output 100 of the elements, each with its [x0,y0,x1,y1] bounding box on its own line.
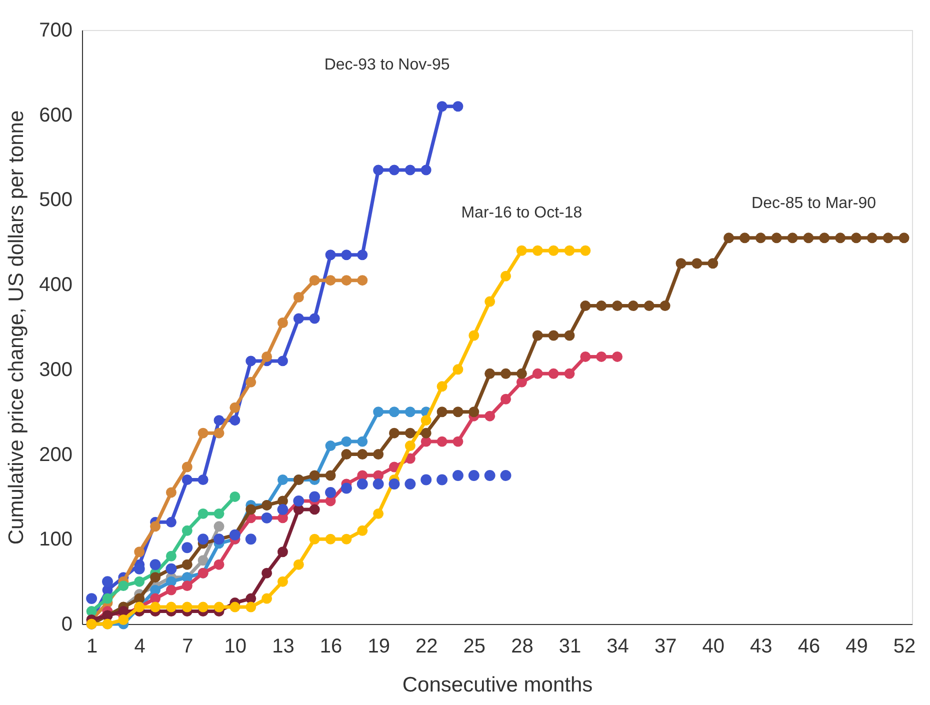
point [500,394,512,404]
point [166,487,176,498]
point [230,415,240,426]
point [182,580,192,592]
point [357,250,368,260]
point [166,550,176,562]
point [182,474,192,485]
point [214,602,224,612]
point [309,275,320,286]
point [739,232,750,244]
point [532,368,543,379]
point [150,521,161,532]
point [246,376,256,388]
series-label: Dec-85 to Mar-90 [752,194,876,212]
point [484,368,496,379]
x-tick-label: 52 [893,636,916,658]
point [404,428,416,438]
point [452,436,464,447]
point [819,232,830,244]
point [564,245,575,256]
point [724,232,734,244]
point [277,474,288,485]
point [325,487,336,498]
point [150,559,161,570]
point [468,330,480,341]
point [340,482,352,494]
point [580,300,591,312]
point [214,428,224,438]
point [468,406,480,418]
point [246,602,256,612]
point [452,101,464,112]
point [198,474,208,485]
point [532,245,543,256]
point [436,406,448,418]
point [293,559,304,570]
point [596,351,607,362]
point [851,232,862,244]
y-tick-label: 700 [39,20,72,42]
point [277,504,288,515]
point [262,593,272,604]
x-tick-label: 4 [134,636,146,658]
point [660,300,670,312]
point [341,436,352,447]
point [293,292,304,303]
point [420,415,432,426]
point [86,593,98,604]
point [150,602,161,612]
point [373,449,384,460]
point [182,462,192,472]
point [325,470,336,481]
point [309,313,320,324]
point [404,440,416,452]
point [516,368,527,379]
point [102,593,113,604]
x-tick-label: 1 [86,636,98,658]
point [676,258,686,269]
point [262,568,272,578]
point [452,406,464,418]
point [548,245,559,256]
point [357,275,368,286]
point [182,525,192,536]
point [86,606,97,617]
point [436,474,448,486]
y-axis-title: Cumulative price change, US dollars per tonne [5,110,28,545]
point [341,534,352,544]
point [277,546,288,558]
x-axis-title: Consecutive months [402,674,593,696]
point [389,428,400,438]
point [708,258,718,269]
y-tick-label: 500 [39,189,72,212]
point [182,559,192,570]
y-tick-label: 600 [39,104,72,126]
point [564,368,575,379]
series-label: Dec-93 to Nov-95 [324,56,450,74]
point [325,275,336,286]
point [787,232,798,244]
point [357,449,368,460]
point [325,534,336,544]
point [341,449,352,460]
point [644,300,654,312]
point [436,381,448,392]
point [500,368,512,379]
y-tick-label: 0 [61,614,72,636]
point [373,508,384,519]
point [404,406,416,418]
point [118,606,129,617]
point [452,470,464,481]
point [214,415,224,426]
point [420,164,432,176]
point [436,101,448,112]
point [214,508,224,519]
x-tick-label: 49 [846,636,868,658]
point [468,470,480,481]
point [388,478,400,490]
y-tick-label: 400 [39,274,72,296]
x-tick-label: 16 [320,636,342,658]
x-tick-label: 22 [415,636,438,658]
point [214,559,224,570]
point [548,368,559,379]
point [420,436,432,447]
